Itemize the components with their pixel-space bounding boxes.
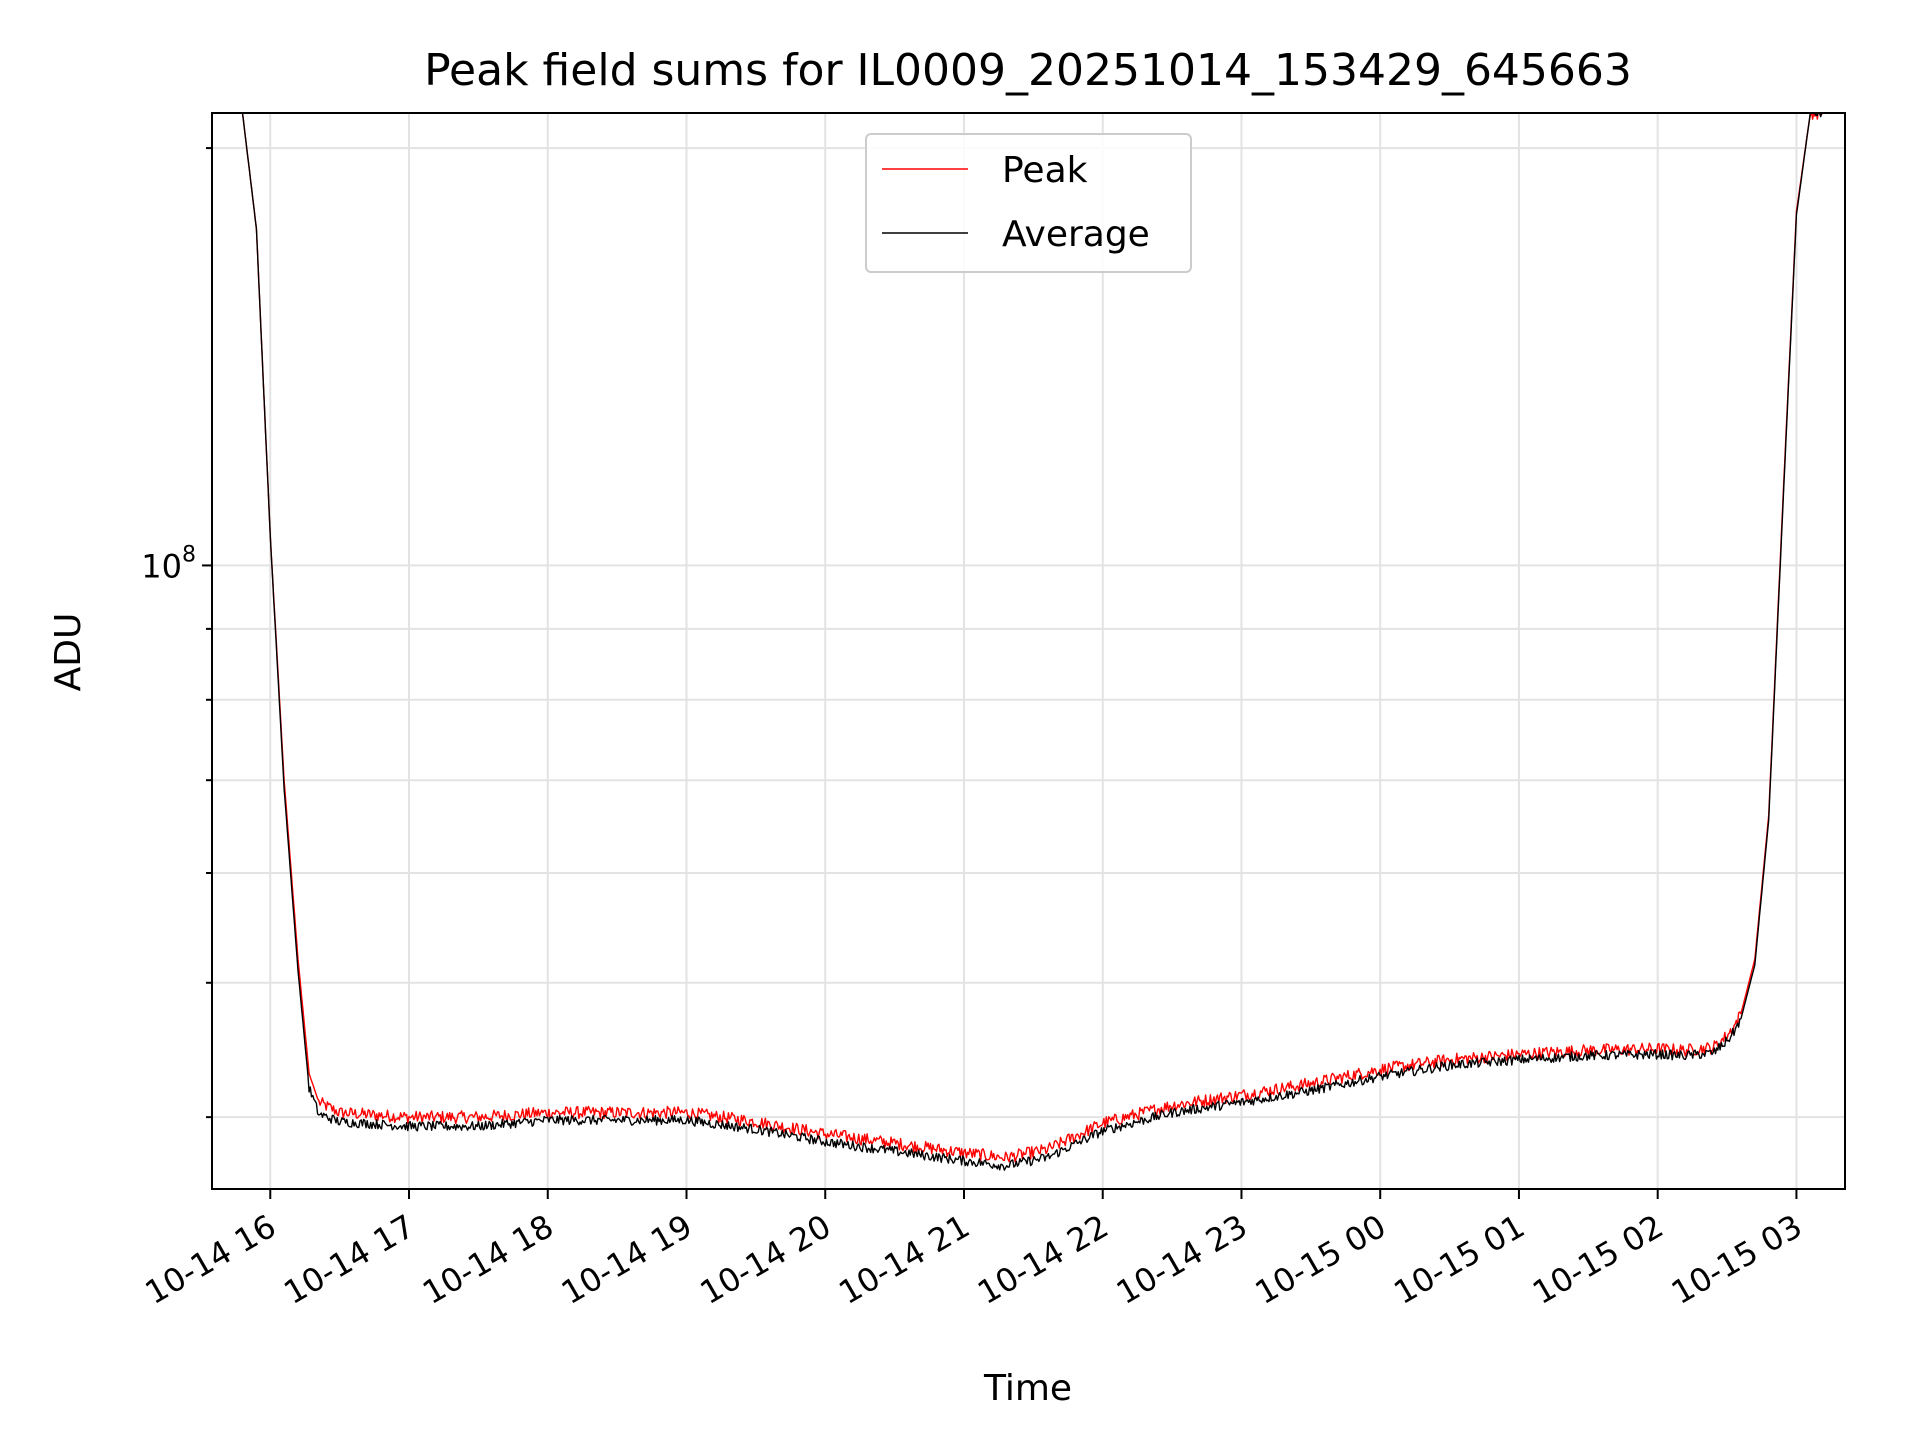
x-axis-label: Time	[983, 1368, 1072, 1409]
series-lines	[241, 113, 1825, 1171]
chart-title: Peak field sums for IL0009_20251014_1534…	[424, 45, 1632, 96]
y-tick-label: 108	[141, 542, 196, 585]
legend-label-peak: Peak	[1002, 150, 1088, 191]
series-line-average	[241, 113, 1825, 1171]
y-axis-label: ADU	[48, 613, 89, 692]
legend-label-average: Average	[1002, 214, 1150, 255]
plot-frame	[211, 112, 1846, 1190]
grid-lines	[212, 113, 1845, 1189]
legend: Peak Average	[865, 133, 1192, 273]
